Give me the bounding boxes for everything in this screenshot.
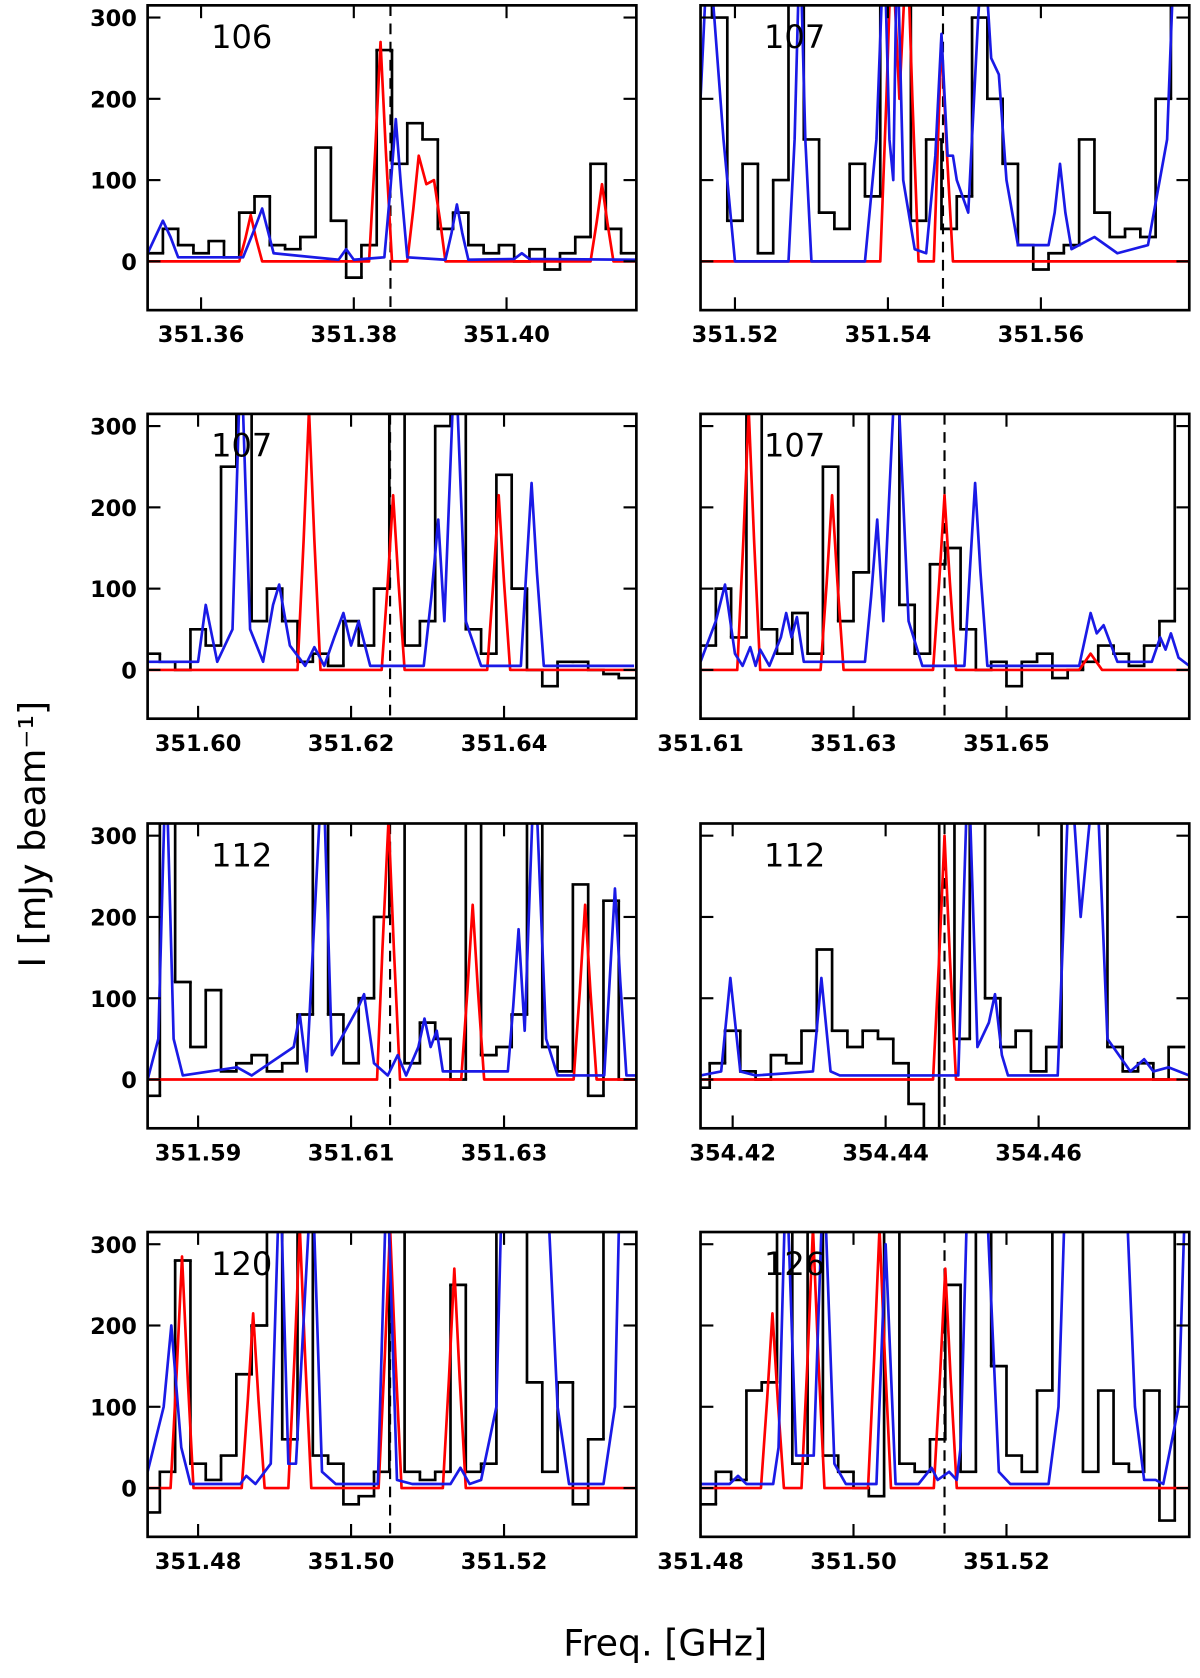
model-line — [700, 413, 1190, 672]
panel: 0 100 200 300 351.59 351.61 351.63 112 — [90, 822, 638, 1166]
x-tick-label: 351.52 — [963, 1549, 1050, 1575]
y-tick-label: 0 — [121, 1068, 137, 1094]
x-tick-label: 351.52 — [461, 1549, 548, 1575]
model-line — [147, 1232, 637, 1490]
panel-frame — [699, 822, 1191, 1130]
panel: 351.61 351.63 351.65 107 — [657, 412, 1191, 757]
x-tick-label: 351.48 — [155, 1549, 242, 1575]
panel-label: 112 — [211, 836, 272, 874]
panel: 351.52 351.54 351.56 107 — [692, 4, 1191, 348]
x-tick-label: 351.52 — [692, 322, 779, 348]
model-line — [147, 413, 637, 672]
model-line — [147, 117, 637, 262]
model-line — [147, 823, 637, 1081]
panel-label: 107 — [211, 427, 272, 465]
model-line — [147, 40, 637, 263]
x-tick-label: 351.63 — [461, 1140, 548, 1166]
panel-label: 106 — [211, 18, 272, 56]
x-tick-label: 351.63 — [810, 731, 897, 757]
plot-area — [700, 413, 1190, 719]
y-axis-label: I [mJy beam⁻¹] — [11, 701, 54, 968]
x-tick-label: 351.38 — [311, 322, 398, 348]
plot-area — [700, 5, 1190, 311]
plot-area — [147, 823, 637, 1129]
model-line — [700, 823, 1190, 1077]
plot-area — [147, 413, 637, 719]
y-tick-label: 300 — [90, 415, 137, 441]
panel: 0 100 200 300 351.60 351.62 351.64 107 — [90, 412, 638, 757]
y-tick-label: 300 — [90, 6, 137, 32]
x-tick-label: 351.50 — [810, 1549, 897, 1575]
y-tick-label: 300 — [90, 1233, 137, 1259]
plot-area — [700, 1232, 1190, 1537]
model-line — [700, 1232, 1190, 1490]
y-tick-label: 100 — [90, 169, 137, 195]
x-tick-label: 351.61 — [657, 731, 744, 757]
x-tick-label: 351.61 — [308, 1140, 395, 1166]
x-tick-label: 351.62 — [308, 731, 395, 757]
y-tick-label: 200 — [90, 87, 137, 113]
y-tick-label: 100 — [90, 987, 137, 1013]
panel: 351.48 351.50 351.52 126 — [657, 1230, 1191, 1575]
y-tick-label: 0 — [121, 250, 137, 276]
model-line — [700, 1232, 1186, 1486]
panel-label: 107 — [764, 18, 825, 56]
panel-label: 126 — [764, 1245, 825, 1283]
model-line — [147, 1232, 621, 1486]
model-line — [700, 413, 1190, 668]
x-tick-label: 351.48 — [657, 1549, 744, 1575]
model-line — [147, 413, 635, 668]
panel-label: 120 — [211, 1245, 272, 1283]
x-tick-label: 351.40 — [463, 322, 550, 348]
plot-area — [147, 1232, 637, 1537]
panel-label: 112 — [764, 836, 825, 874]
panel: 0 100 200 300 351.48 351.50 351.52 120 — [90, 1230, 638, 1575]
panel: 354.42 354.44 354.46 112 — [689, 822, 1191, 1166]
model-line — [700, 5, 1174, 263]
y-tick-label: 0 — [121, 658, 137, 684]
panel-frame — [699, 1230, 1191, 1539]
plot-area — [147, 5, 637, 311]
y-tick-label: 100 — [90, 577, 137, 603]
x-tick-label: 351.65 — [963, 731, 1050, 757]
model-line — [147, 823, 637, 1080]
x-tick-label: 351.56 — [998, 322, 1085, 348]
panel-frame — [146, 4, 638, 312]
y-tick-label: 300 — [90, 824, 137, 850]
plot-area — [700, 823, 1190, 1129]
y-tick-label: 200 — [90, 496, 137, 522]
x-tick-label: 351.54 — [845, 322, 932, 348]
y-tick-label: 100 — [90, 1395, 137, 1421]
x-tick-label: 351.64 — [461, 731, 548, 757]
x-tick-label: 351.36 — [158, 322, 245, 348]
x-tick-label: 351.59 — [155, 1140, 242, 1166]
panel-frame — [146, 412, 638, 721]
model-line — [700, 834, 1190, 1081]
x-tick-label: 351.60 — [155, 731, 242, 757]
panel: 0 100 200 300 351.36 351.38 351.40 106 — [90, 4, 638, 348]
x-tick-label: 351.50 — [308, 1549, 395, 1575]
y-tick-label: 0 — [121, 1477, 137, 1503]
y-tick-label: 200 — [90, 1314, 137, 1340]
y-tick-label: 200 — [90, 906, 137, 932]
panel-frame — [699, 412, 1191, 721]
x-tick-label: 354.46 — [995, 1140, 1082, 1166]
panel-frame — [699, 4, 1191, 312]
x-tick-label: 354.42 — [689, 1140, 776, 1166]
panel-label: 107 — [764, 427, 825, 465]
x-axis-label: Freq. [GHz] — [563, 1622, 767, 1665]
x-tick-label: 354.44 — [842, 1140, 929, 1166]
panel-frame — [146, 822, 638, 1130]
panel-frame — [146, 1230, 638, 1539]
